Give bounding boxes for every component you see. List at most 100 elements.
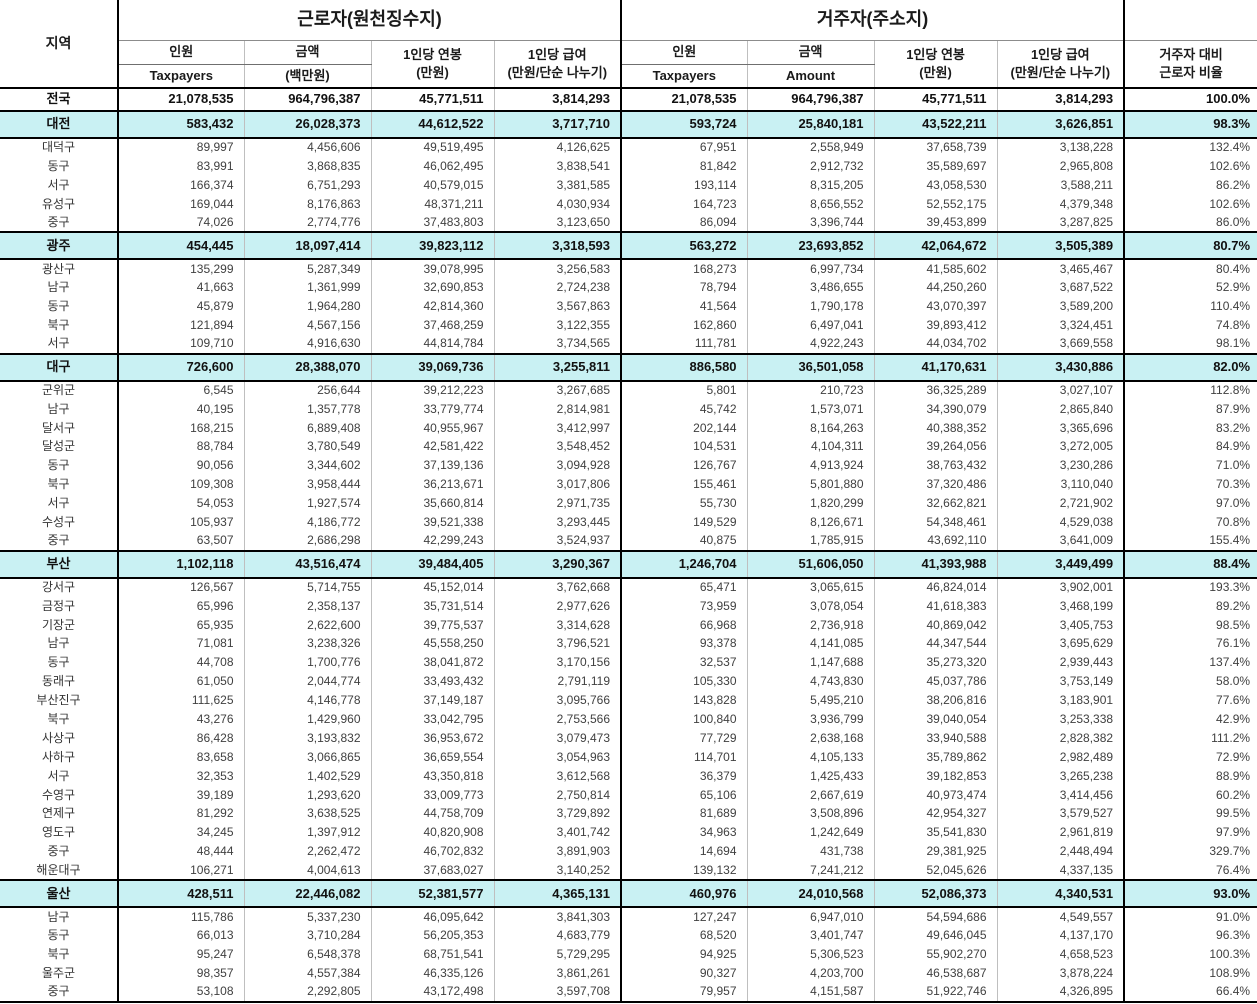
ratio-cell: 93.0%: [1123, 879, 1257, 909]
value-cell: 81,842: [620, 156, 748, 176]
value-cell: 45,152,014: [370, 577, 494, 597]
district-row: 중구 53,108 2,292,805 43,172,498 3,597,708 79,9…: [0, 982, 1257, 1003]
value-cell: 63,507: [117, 532, 244, 551]
value-cell: 3,717,710: [493, 110, 622, 139]
value-cell: 3,314,628: [493, 615, 622, 635]
value-cell: 39,264,056: [873, 437, 998, 457]
value-cell: 44,250,260: [873, 278, 998, 298]
value-cell: 2,774,776: [243, 213, 371, 233]
value-cell: 79,957: [620, 982, 748, 1003]
value-cell: 3,430,886: [996, 352, 1125, 382]
value-cell: 3,734,565: [493, 335, 622, 354]
header-ratio-line1: 거주자 대비: [1159, 47, 1223, 63]
header-resident-amount: 금액: [746, 40, 875, 65]
value-cell: 45,879: [117, 297, 244, 317]
region-cell: 중구: [47, 214, 70, 229]
value-cell: 36,659,554: [370, 747, 494, 767]
value-cell: 3,396,744: [746, 213, 875, 233]
value-cell: 1,820,299: [746, 494, 875, 514]
value-cell: 3,814,293: [493, 87, 622, 112]
value-cell: 40,388,352: [873, 418, 998, 438]
value-cell: 3,079,473: [493, 729, 622, 748]
header-worker-resident-ratio: 거주자 대비 근로자 비율: [1123, 40, 1257, 88]
value-cell: 104,531: [620, 437, 748, 457]
value-cell: 109,308: [117, 475, 244, 495]
value-cell: 3,344,602: [243, 456, 371, 476]
value-cell: 4,913,924: [746, 456, 875, 476]
city-summary-row: 대구 726,600 28,388,070 39,069,736 3,255,811 88…: [0, 352, 1257, 382]
value-cell: 4,567,156: [243, 316, 371, 336]
value-cell: 3,287,825: [996, 213, 1125, 233]
value-cell: 5,337,230: [243, 907, 371, 927]
value-cell: 3,324,451: [996, 316, 1125, 336]
value-cell: 3,255,811: [493, 352, 622, 382]
value-cell: 109,710: [117, 335, 244, 354]
value-cell: 114,701: [620, 747, 748, 767]
value-cell: 1,429,960: [243, 710, 371, 730]
value-cell: 8,656,552: [746, 194, 875, 214]
region-cell: 동구: [47, 655, 70, 670]
value-cell: 3,054,963: [493, 747, 622, 767]
value-cell: 1,700,776: [243, 653, 371, 673]
value-cell: 44,034,702: [873, 335, 998, 354]
header-worker-group: 근로자(원천징수지): [116, 0, 622, 41]
ratio-cell: 80.4%: [1123, 259, 1257, 279]
region-cell: 광산구: [41, 261, 76, 276]
value-cell: 54,594,686: [873, 907, 998, 927]
value-cell: 1,357,778: [243, 399, 371, 419]
value-cell: 39,212,223: [370, 380, 494, 400]
table-header: 지역 근로자(원천징수지) 거주자(주소지) 인원 금액 1인당 연봉 (만원)…: [0, 0, 1257, 88]
value-cell: 2,965,808: [996, 156, 1125, 176]
district-row: 사상구 86,428 3,193,832 36,953,672 3,079,473 77,…: [0, 729, 1257, 748]
value-cell: 1,785,915: [746, 532, 875, 551]
value-cell: 32,353: [117, 766, 244, 786]
value-cell: 43,350,818: [370, 766, 494, 786]
value-cell: 2,753,566: [493, 710, 622, 730]
value-cell: 42,954,327: [873, 804, 998, 824]
value-cell: 3,878,224: [996, 963, 1125, 983]
region-cell: 해운대구: [36, 862, 81, 877]
value-cell: 86,094: [620, 213, 748, 233]
value-cell: 4,456,606: [243, 138, 371, 157]
header-worker-amount: 금액: [243, 40, 371, 65]
value-cell: 34,390,079: [873, 399, 998, 419]
district-row: 강서구 126,567 5,714,755 45,152,014 3,762,668 65…: [0, 577, 1257, 597]
value-cell: 38,763,432: [873, 456, 998, 476]
region-cell: 울산: [0, 879, 118, 909]
value-cell: 68,520: [620, 926, 748, 945]
value-cell: 4,379,348: [996, 194, 1125, 214]
ratio-cell: 77.6%: [1123, 691, 1257, 711]
value-cell: 53,108: [117, 982, 244, 1003]
district-row: 중구 63,507 2,686,298 42,299,243 3,524,937 40,8…: [0, 532, 1257, 551]
value-cell: 39,040,054: [873, 710, 998, 730]
value-cell: 39,775,537: [370, 615, 494, 635]
value-cell: 51,922,746: [873, 982, 998, 1003]
value-cell: 44,347,544: [873, 634, 998, 654]
value-cell: 52,552,175: [873, 194, 998, 214]
value-cell: 2,828,382: [996, 729, 1125, 748]
value-cell: 2,961,819: [996, 823, 1125, 843]
value-cell: 39,078,995: [370, 259, 494, 279]
value-cell: 4,658,523: [996, 944, 1125, 964]
value-cell: 61,050: [117, 672, 244, 692]
ratio-cell: 98.3%: [1123, 110, 1257, 139]
value-cell: 6,751,293: [243, 175, 371, 195]
value-cell: 3,230,286: [996, 456, 1125, 476]
ratio-cell: 102.6%: [1123, 194, 1257, 214]
value-cell: 90,327: [620, 963, 748, 983]
value-cell: 35,541,830: [873, 823, 998, 843]
region-cell: 대전: [0, 110, 118, 139]
value-cell: 23,693,852: [746, 231, 875, 261]
ratio-cell: 132.4%: [1123, 138, 1257, 157]
value-cell: 6,497,041: [746, 316, 875, 336]
value-cell: 8,315,205: [746, 175, 875, 195]
value-cell: 111,625: [117, 691, 244, 711]
region-cell: 부산진구: [36, 693, 81, 708]
district-row: 동구 66,013 3,710,284 56,205,353 4,683,779 68,5…: [0, 926, 1257, 945]
value-cell: 6,997,734: [746, 259, 875, 279]
value-cell: 105,937: [117, 513, 244, 533]
header-resident-annual-line1: 1인당 연봉: [906, 47, 965, 63]
value-cell: 964,796,387: [746, 87, 875, 112]
ratio-cell: 89.2%: [1123, 596, 1257, 616]
value-cell: 28,388,070: [243, 352, 371, 382]
